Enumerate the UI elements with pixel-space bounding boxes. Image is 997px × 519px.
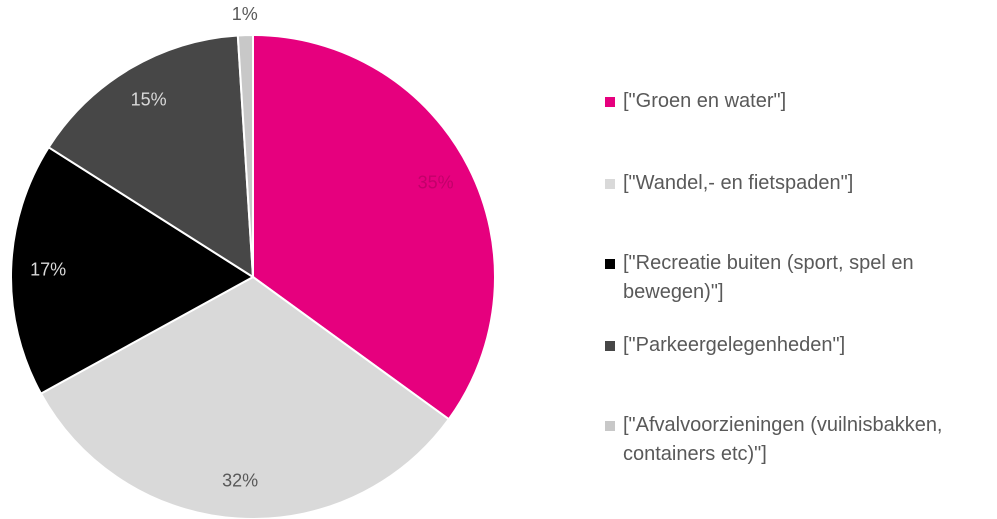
legend-swatch (605, 259, 615, 269)
legend-item: ["Groen en water"] (605, 87, 963, 116)
chart: 35% 32% 17% 15% 1% (10, 4, 496, 519)
legend-label: ["Afvalvoorzieningen (vuilnisbakken, con… (623, 414, 943, 465)
legend-item: ["Parkeergelegenheden"] (605, 331, 963, 360)
pie-slice (47, 34, 255, 279)
legend-label: ["Parkeergelegenheden"] (623, 334, 846, 356)
pie-slice (10, 145, 255, 395)
data-label: 35% (418, 173, 454, 193)
legend-item: ["Afvalvoorzieningen (vuilnisbakken, con… (605, 411, 963, 469)
legend-swatch (605, 421, 615, 431)
legend-swatch (605, 97, 615, 107)
pie-slice (236, 33, 254, 278)
data-label: 32% (222, 470, 258, 490)
pie-slice (252, 33, 496, 421)
data-label: 1% (232, 4, 258, 24)
legend-swatch (605, 179, 615, 189)
legend-item: ["Wandel,- en fietspaden"] (605, 169, 963, 198)
legend-label: ["Recreatie buiten (sport, spel en beweg… (623, 252, 914, 303)
legend-label: ["Wandel,- en fietspaden"] (623, 172, 854, 194)
data-label: 17% (30, 259, 66, 279)
legend-swatch (605, 341, 615, 351)
data-label: 15% (131, 89, 167, 109)
legend-label: ["Groen en water"] (623, 90, 787, 112)
legend-item: ["Recreatie buiten (sport, spel en beweg… (605, 249, 963, 307)
